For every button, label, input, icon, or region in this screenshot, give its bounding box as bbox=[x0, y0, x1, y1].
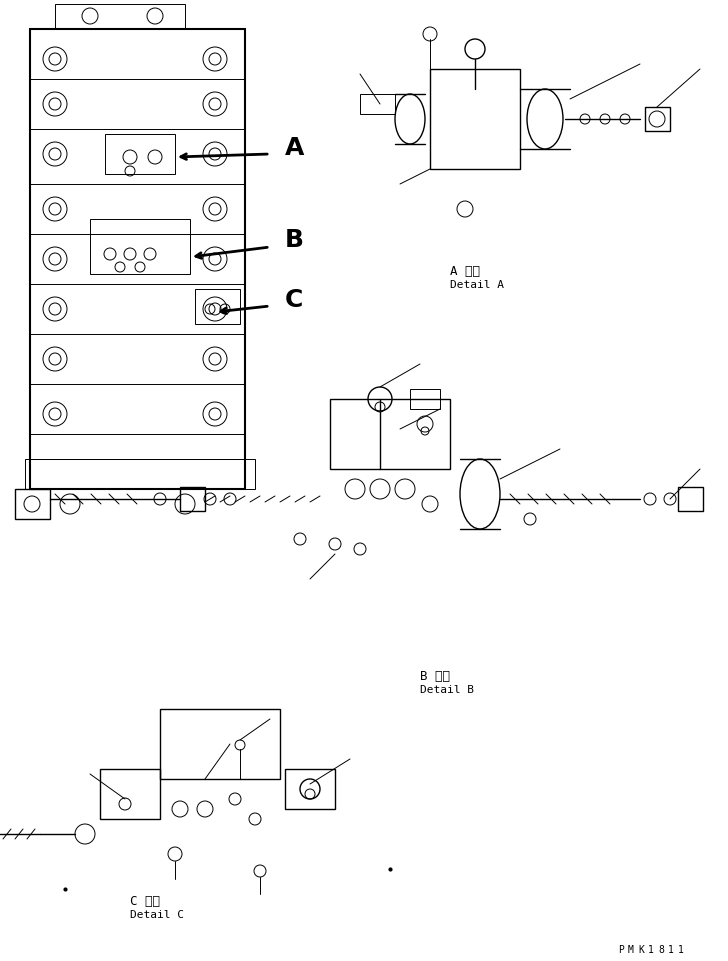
Bar bbox=[330, 400, 450, 470]
Text: 8: 8 bbox=[658, 944, 664, 954]
Bar bbox=[180, 487, 205, 511]
Text: Detail B: Detail B bbox=[420, 684, 474, 694]
Bar bbox=[25, 459, 255, 489]
Bar bbox=[100, 769, 160, 819]
Text: C: C bbox=[285, 287, 304, 311]
Bar bbox=[55, 5, 185, 30]
Bar bbox=[90, 220, 190, 275]
Text: B: B bbox=[285, 228, 304, 252]
Bar bbox=[195, 289, 240, 325]
Text: K: K bbox=[638, 944, 644, 954]
Bar bbox=[160, 709, 280, 779]
Bar bbox=[105, 135, 175, 175]
Bar bbox=[15, 489, 50, 520]
Text: M: M bbox=[628, 944, 634, 954]
Bar bbox=[645, 108, 670, 132]
Text: C 詳細: C 詳細 bbox=[130, 894, 160, 907]
Text: 1: 1 bbox=[678, 944, 684, 954]
Bar bbox=[360, 95, 395, 115]
Text: 1: 1 bbox=[648, 944, 654, 954]
Bar bbox=[430, 70, 520, 170]
Bar bbox=[30, 30, 245, 489]
Text: P: P bbox=[618, 944, 624, 954]
Bar bbox=[678, 487, 703, 511]
Text: Detail A: Detail A bbox=[450, 280, 504, 289]
Text: 1: 1 bbox=[668, 944, 674, 954]
Text: B 詳細: B 詳細 bbox=[420, 669, 450, 682]
Bar bbox=[285, 769, 335, 809]
Text: A 詳細: A 詳細 bbox=[450, 264, 480, 278]
Text: A: A bbox=[285, 136, 304, 160]
Bar bbox=[410, 389, 440, 409]
Text: Detail C: Detail C bbox=[130, 909, 184, 919]
